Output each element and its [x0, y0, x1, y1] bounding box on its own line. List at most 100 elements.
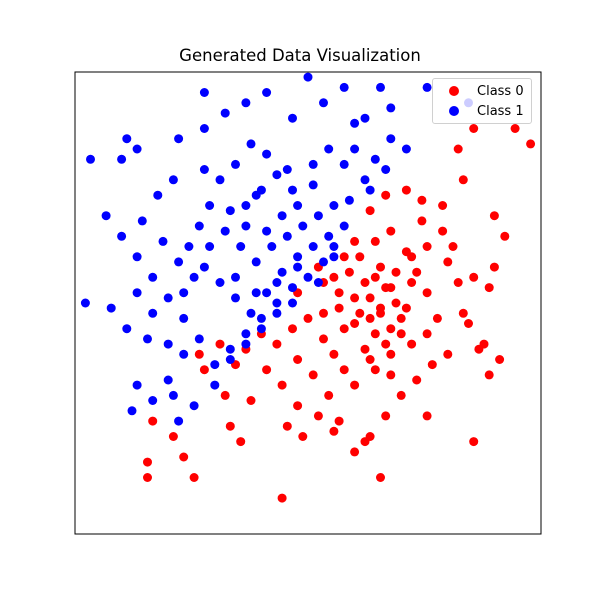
point-class-0-57: [293, 355, 303, 364]
point-class-1-54: [386, 103, 396, 113]
point-class-0-60: [386, 349, 396, 359]
point-class-1-17: [231, 293, 240, 303]
point-class-0-6: [350, 319, 360, 328]
point-class-1-49: [262, 88, 272, 97]
point-class-0-24: [484, 283, 494, 293]
point-class-1-26: [288, 283, 297, 293]
point-class-0-85: [277, 493, 287, 503]
point-class-1-33: [179, 313, 189, 323]
point-class-1-96: [168, 390, 178, 400]
point-class-1-1: [225, 206, 235, 216]
point-class-1-40: [86, 154, 95, 164]
point-class-1-98: [127, 406, 137, 416]
point-class-1-118: [313, 278, 323, 287]
point-class-0-59: [370, 365, 380, 375]
point-class-1-107: [163, 339, 173, 349]
point-class-1-61: [168, 175, 178, 185]
point-class-1-10: [231, 159, 240, 169]
point-class-0-99: [329, 272, 339, 282]
point-class-1-78: [344, 195, 354, 205]
point-class-0-102: [381, 190, 391, 200]
point-class-0-108: [510, 124, 520, 133]
point-class-0-39: [313, 411, 323, 421]
point-class-0-40: [293, 401, 303, 411]
point-class-1-12: [205, 201, 215, 210]
point-class-0-87: [422, 411, 432, 421]
point-class-1-105: [272, 308, 282, 318]
point-class-1-11: [215, 175, 225, 185]
point-class-1-25: [303, 272, 313, 282]
point-class-0-41: [277, 380, 287, 390]
point-class-0-69: [339, 252, 349, 262]
point-class-0-105: [458, 175, 468, 185]
point-class-1-24: [319, 257, 328, 267]
point-class-0-100: [350, 236, 360, 246]
point-class-0-31: [443, 349, 453, 359]
legend-label-class-0: Class 0: [477, 83, 524, 99]
point-class-1-71: [267, 242, 277, 251]
point-class-1-0: [241, 221, 251, 231]
point-class-0-107: [469, 124, 479, 133]
point-class-1-88: [241, 201, 251, 210]
legend-item-class-1: Class 1: [433, 101, 524, 121]
point-class-1-108: [143, 334, 152, 344]
point-class-1-89: [308, 159, 318, 169]
point-class-0-53: [329, 349, 339, 359]
point-class-0-21: [438, 226, 448, 236]
point-class-1-112: [148, 308, 158, 318]
point-class-0-17: [422, 288, 432, 298]
point-class-0-116: [365, 355, 375, 364]
point-class-1-34: [163, 293, 173, 303]
point-class-1-102: [225, 355, 235, 364]
point-class-0-11: [344, 267, 354, 277]
point-class-0-45: [225, 421, 235, 431]
point-class-1-16: [215, 278, 225, 287]
point-class-1-106: [288, 298, 297, 308]
point-class-1-23: [324, 231, 334, 241]
point-class-1-80: [370, 154, 380, 164]
point-class-0-23: [469, 272, 479, 282]
point-class-1-76: [339, 221, 349, 231]
point-class-1-114: [231, 272, 240, 282]
point-class-1-15: [199, 262, 209, 272]
point-class-1-66: [189, 272, 199, 282]
point-class-1-38: [101, 211, 111, 221]
point-class-1-46: [220, 108, 230, 118]
point-class-1-56: [339, 82, 349, 92]
point-class-0-28: [489, 262, 499, 272]
point-class-0-42: [262, 365, 272, 375]
point-class-0-64: [350, 293, 360, 303]
point-class-1-62: [153, 190, 163, 200]
point-class-0-43: [246, 396, 256, 405]
point-class-1-99: [174, 416, 184, 426]
point-class-0-4: [370, 329, 380, 339]
point-class-1-28: [256, 313, 266, 323]
point-class-0-70: [360, 278, 370, 287]
point-class-0-94: [148, 416, 158, 426]
point-class-1-51: [319, 98, 328, 108]
point-class-1-9: [246, 139, 256, 149]
point-class-1-13: [194, 221, 204, 231]
point-class-0-52: [319, 334, 328, 344]
point-class-0-3: [386, 324, 396, 334]
point-class-1-79: [360, 175, 370, 185]
point-class-1-52: [350, 118, 360, 128]
point-class-0-114: [401, 303, 411, 313]
point-class-0-46: [220, 390, 230, 400]
point-class-0-80: [168, 432, 178, 441]
point-class-1-63: [137, 216, 147, 226]
point-class-0-34: [396, 390, 406, 400]
point-class-1-4: [277, 211, 287, 221]
point-class-0-51: [303, 313, 313, 323]
point-class-0-75: [438, 201, 448, 210]
point-class-0-112: [370, 272, 380, 282]
point-class-0-88: [469, 437, 479, 447]
point-class-1-39: [80, 298, 90, 308]
point-class-1-73: [298, 221, 308, 231]
point-class-1-85: [288, 185, 297, 195]
point-class-0-118: [319, 308, 328, 318]
point-class-0-20: [417, 216, 427, 226]
point-class-0-78: [474, 344, 484, 354]
point-class-1-65: [174, 257, 184, 267]
point-class-1-55: [376, 82, 385, 92]
